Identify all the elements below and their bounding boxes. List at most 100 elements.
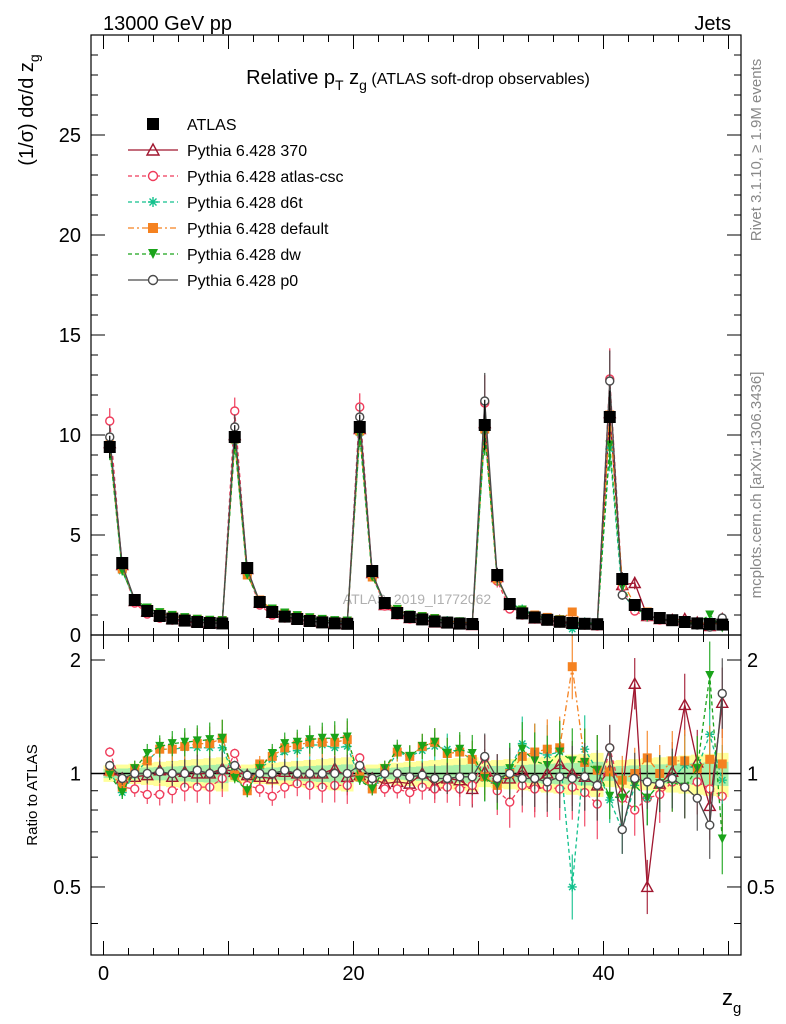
rivet-label: Rivet 3.1.10, ≥ 1.9M events	[748, 59, 765, 242]
ratio-point	[405, 772, 415, 782]
ratio-point	[692, 793, 702, 803]
x-tick-label: 20	[342, 963, 364, 985]
data-point	[616, 573, 629, 585]
legend-marker	[147, 118, 159, 130]
legend-marker	[147, 274, 159, 286]
ratio-y-tick-label: 0.5	[747, 877, 775, 899]
ratio-point	[330, 733, 340, 743]
ratio-point	[605, 743, 615, 753]
data-point	[578, 617, 591, 630]
header-right: Jets	[694, 13, 731, 35]
legend-entry: Pythia 6.428 dw	[128, 247, 301, 264]
legend-label: Pythia 6.428 370	[187, 143, 307, 160]
data-point	[705, 610, 715, 620]
ratio-point	[317, 768, 327, 779]
ratio-y-axis-label: Ratio to ATLAS	[24, 744, 41, 845]
ratio-y-tick-label: 1	[70, 763, 81, 785]
series-line	[109, 378, 723, 627]
ratio-point	[155, 767, 165, 777]
ratio-point	[705, 670, 715, 680]
data-point	[166, 612, 179, 625]
data-point	[605, 376, 615, 386]
ratio-point	[267, 748, 277, 758]
data-point	[316, 616, 329, 629]
ratio-point	[605, 791, 615, 801]
data-point	[353, 421, 366, 433]
ratio-point	[267, 791, 277, 801]
ratio-point	[642, 777, 652, 787]
ratio-point	[255, 784, 265, 794]
ratio-point	[517, 744, 527, 754]
data-point	[203, 617, 216, 629]
ratio-point	[630, 773, 640, 784]
ratio-point	[117, 788, 127, 798]
ratio-point	[705, 754, 715, 764]
ratio-point	[130, 768, 140, 779]
data-point	[278, 610, 291, 623]
ratio-point	[167, 739, 177, 749]
ratio-point	[105, 747, 115, 757]
ratio-point	[192, 765, 202, 775]
data-point	[528, 611, 541, 624]
ratio-point	[367, 784, 377, 794]
ratio-frame	[90, 634, 742, 956]
data-point	[478, 419, 491, 431]
data-point	[253, 596, 266, 608]
ratio-point	[330, 768, 340, 779]
data-point	[691, 617, 704, 630]
ratio-point	[567, 773, 577, 784]
ratio-point	[380, 784, 390, 794]
ratio-point	[117, 773, 127, 784]
ratio-point	[392, 744, 402, 754]
data-point	[105, 416, 115, 426]
data-point	[266, 606, 279, 618]
ratio-point	[530, 773, 540, 784]
ratio-y-tick-label: 1	[747, 763, 758, 785]
legend-label: Pythia 6.428 default	[187, 221, 329, 238]
data-point	[628, 576, 642, 589]
axes: 0 5 10 15 20 25 0 20 40 0.5 0.5 1 1 2 2	[53, 34, 775, 985]
data-point	[716, 618, 729, 631]
data-point	[178, 614, 191, 627]
ratio-point	[167, 768, 177, 779]
ratio-point	[205, 735, 215, 745]
ratio-point	[592, 780, 602, 791]
data-point	[403, 611, 416, 623]
ratio-y-tick-label: 0.5	[53, 877, 81, 899]
ratio-point	[217, 765, 227, 775]
legend-marker	[147, 170, 159, 182]
data-point	[141, 605, 154, 617]
ratio-point	[430, 737, 440, 747]
legend-marker	[148, 249, 158, 259]
ratio-point	[292, 737, 302, 747]
data-point	[241, 562, 254, 574]
ratio-point	[130, 784, 140, 794]
ratio-y-tick-label: 2	[70, 650, 81, 672]
ratio-point	[305, 735, 315, 745]
data-point	[466, 618, 479, 630]
y-axis-label: (1/σ) dσ/d zg	[16, 54, 42, 165]
ratio-point	[392, 784, 402, 794]
data-point	[567, 607, 577, 617]
data-point	[591, 618, 604, 631]
data-point	[116, 557, 129, 569]
data-point	[441, 616, 454, 629]
data-point	[366, 565, 379, 577]
data-point	[678, 616, 691, 628]
ratio-series-line	[109, 675, 723, 840]
ratio-point	[105, 770, 115, 780]
data-point	[191, 616, 204, 628]
data-point	[617, 590, 627, 600]
header-left: 13000 GeV pp	[103, 13, 232, 35]
y-tick-label: 5	[70, 525, 81, 547]
ratio-point	[455, 772, 465, 782]
ratio-point	[505, 797, 515, 807]
series-6	[105, 350, 727, 632]
ratio-point	[430, 773, 440, 784]
ratio-point	[342, 732, 352, 742]
data-point	[516, 607, 529, 620]
data-point	[503, 598, 516, 610]
ratio-point	[155, 789, 165, 800]
ratio-point	[678, 697, 692, 711]
data-point	[605, 440, 615, 450]
